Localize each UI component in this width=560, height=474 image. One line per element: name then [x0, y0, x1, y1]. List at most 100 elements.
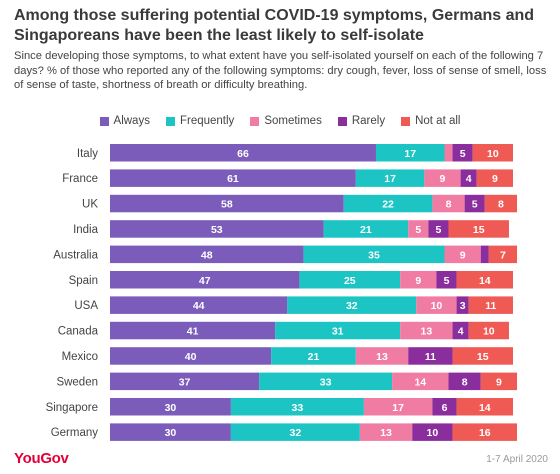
data-label-spain-frequently: 25: [344, 275, 356, 287]
data-label-italy-always: 66: [237, 148, 249, 160]
bar-india-always: [110, 220, 324, 238]
bar-australia-frequently: [303, 245, 445, 264]
legend-swatch-sometimes: [250, 116, 260, 126]
data-label-canada-frequently: 31: [332, 326, 344, 338]
bar-singapore-always: [110, 398, 231, 416]
bar-germany-rarely: [412, 423, 453, 441]
bar-sweden-not-at-all: [480, 372, 518, 391]
bar-canada-always: [110, 321, 276, 340]
data-label-sweden-always: 37: [179, 376, 191, 388]
legend: Always Frequently Sometimes Rarely Not a…: [0, 115, 560, 127]
bar-usa-sometimes: [416, 296, 457, 314]
bar-uk-rarely: [464, 194, 485, 213]
bar-singapore-sometimes: [363, 398, 433, 416]
data-label-spain-rarely: 5: [444, 275, 450, 287]
bar-spain-always: [110, 271, 300, 289]
category-label-italy: Italy: [77, 148, 98, 160]
data-label-sweden-frequently: 33: [320, 376, 332, 388]
bar-sweden-frequently: [259, 372, 393, 391]
legend-swatch-frequently: [165, 116, 175, 126]
bar-france-sometimes: [424, 169, 461, 187]
data-label-sweden-sometimes: 14: [414, 376, 426, 388]
bar-usa-always: [110, 296, 288, 314]
bar-uk-frequently: [343, 194, 433, 213]
data-label-australia-not-at-all: 7: [500, 249, 506, 261]
data-label-uk-not-at-all: 8: [498, 199, 504, 211]
data-label-uk-always: 58: [221, 199, 233, 211]
data-label-spain-always: 47: [199, 275, 211, 287]
bar-uk-not-at-all: [484, 194, 518, 213]
data-label-singapore-frequently: 33: [292, 402, 304, 414]
bar-mexico-frequently: [271, 347, 356, 365]
bar-sweden-rarely: [448, 372, 481, 391]
data-label-canada-not-at-all: 10: [483, 326, 495, 338]
bar-singapore-rarely: [432, 398, 457, 416]
bar-india-rarely: [428, 220, 449, 238]
bar-india-frequently: [323, 220, 409, 238]
category-label-canada: Canada: [58, 326, 99, 338]
category-label-uk: UK: [82, 199, 98, 211]
bar-uk-always: [110, 194, 344, 213]
data-label-mexico-not-at-all: 15: [477, 351, 489, 363]
legend-item-always: Always: [99, 115, 150, 127]
data-label-italy-frequently: 17: [404, 148, 416, 160]
bar-france-rarely: [460, 169, 477, 187]
bar-australia-rarely: [480, 245, 489, 264]
data-label-italy-not-at-all: 10: [487, 148, 499, 160]
data-label-canada-sometimes: 13: [421, 326, 433, 338]
data-label-france-always: 61: [227, 173, 239, 185]
bar-spain-sometimes: [400, 271, 437, 289]
data-label-mexico-sometimes: 13: [376, 351, 388, 363]
data-label-uk-rarely: 5: [472, 199, 478, 211]
data-label-india-sometimes: 5: [415, 224, 421, 236]
legend-swatch-rarely: [337, 116, 347, 126]
data-label-australia-always: 48: [201, 249, 213, 261]
bar-singapore-not-at-all: [456, 398, 513, 416]
bar-spain-not-at-all: [456, 271, 513, 289]
category-label-usa: USA: [74, 300, 98, 312]
bar-italy-not-at-all: [472, 144, 513, 162]
data-label-singapore-sometimes: 17: [392, 402, 404, 414]
data-label-sweden-rarely: 8: [462, 376, 468, 388]
bar-usa-not-at-all: [468, 296, 513, 314]
data-label-india-always: 53: [211, 224, 223, 236]
bar-mexico-not-at-all: [452, 347, 513, 365]
chart-subtitle: Since developing those symptoms, to what…: [14, 50, 547, 91]
data-label-usa-sometimes: 10: [431, 300, 443, 312]
data-label-germany-not-at-all: 16: [479, 427, 491, 439]
legend-label-always: Always: [113, 115, 150, 127]
bar-usa-rarely: [456, 296, 469, 314]
data-label-australia-frequently: 35: [368, 249, 380, 261]
category-label-india: India: [73, 224, 99, 236]
bar-canada-sometimes: [400, 321, 453, 340]
bar-italy-frequently: [375, 144, 445, 162]
data-label-india-frequently: 21: [360, 224, 372, 236]
bar-india-sometimes: [408, 220, 429, 238]
bar-italy-rarely: [452, 144, 473, 162]
category-label-sweden: Sweden: [56, 376, 98, 388]
legend-label-not-at-all: Not at all: [415, 115, 461, 127]
bar-singapore-frequently: [230, 398, 364, 416]
bar-australia-not-at-all: [488, 245, 518, 264]
bar-germany-frequently: [230, 423, 360, 441]
data-label-germany-sometimes: 13: [380, 427, 392, 439]
legend-item-frequently: Frequently: [165, 115, 234, 127]
bar-sweden-sometimes: [392, 372, 449, 391]
data-label-spain-sometimes: 9: [415, 275, 421, 287]
category-label-australia: Australia: [53, 249, 98, 261]
bar-india-not-at-all: [448, 220, 509, 238]
data-label-germany-always: 30: [165, 427, 177, 439]
data-label-mexico-frequently: 21: [308, 351, 320, 363]
survey-date: 1-7 April 2020: [486, 454, 548, 465]
data-label-mexico-always: 40: [185, 351, 197, 363]
data-label-canada-always: 41: [187, 326, 199, 338]
data-label-france-frequently: 17: [384, 173, 396, 185]
bar-italy-always: [110, 144, 376, 162]
data-label-usa-frequently: 32: [346, 300, 358, 312]
bar-france-not-at-all: [476, 169, 513, 187]
data-label-usa-rarely: 3: [460, 300, 466, 312]
data-label-uk-sometimes: 8: [446, 199, 452, 211]
data-label-singapore-not-at-all: 14: [479, 402, 491, 414]
bar-france-frequently: [355, 169, 425, 187]
data-label-germany-rarely: 10: [427, 427, 439, 439]
